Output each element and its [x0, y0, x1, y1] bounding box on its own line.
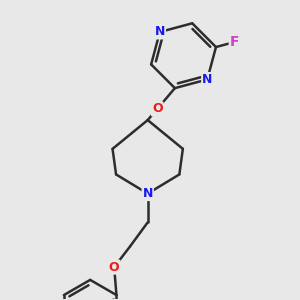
Text: O: O — [152, 102, 163, 116]
Text: N: N — [202, 73, 212, 86]
Text: O: O — [109, 261, 119, 274]
Text: F: F — [230, 35, 239, 49]
Text: N: N — [142, 187, 153, 200]
Text: N: N — [154, 26, 165, 38]
